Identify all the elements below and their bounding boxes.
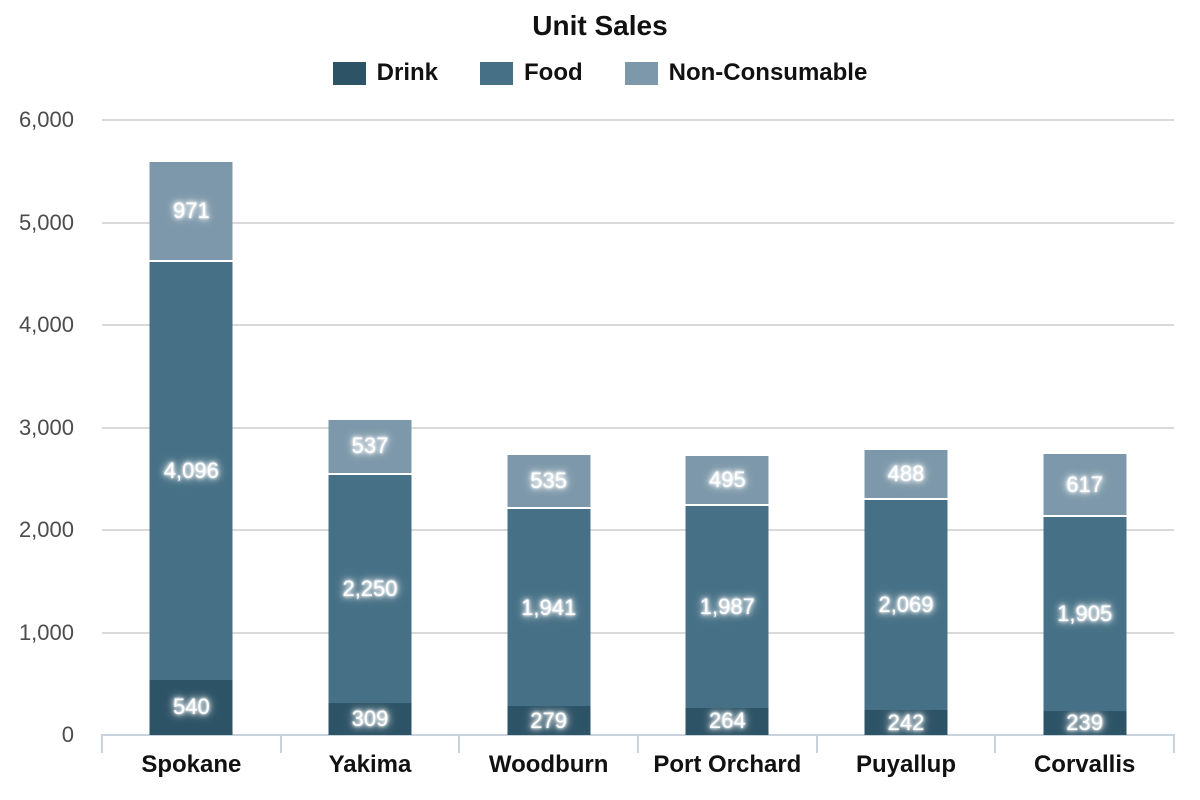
bar-segment-non-consumable: 617	[1043, 452, 1127, 516]
stacked-bar: 540 4,096 971	[149, 160, 233, 735]
stacked-bar: 239 1,905 617	[1043, 452, 1127, 735]
x-axis-category-label: Yakima	[328, 751, 412, 778]
bar-value-label: 495	[708, 466, 746, 492]
y-axis-labels: 0 1,000 2,000 3,000 4,000 5,000 6,000	[0, 109, 88, 746]
gridline	[102, 631, 1174, 634]
gridline	[102, 119, 1174, 121]
stacked-bar: 309 2,250 537	[328, 417, 412, 735]
gridline	[102, 221, 1174, 224]
bar-segment-food: 1,941	[507, 507, 591, 707]
bar-segment-non-consumable: 495	[685, 453, 769, 505]
legend-swatch-icon	[480, 61, 514, 85]
y-axis-tick-label: 2,000	[18, 517, 74, 542]
bar-value-label: 2,250	[342, 576, 398, 602]
x-axis-tick	[280, 734, 282, 753]
y-axis-tick-label: 6,000	[18, 107, 74, 132]
bar-value-label: 1,905	[1057, 600, 1113, 626]
bar-column-yakima: 309 2,250 537	[281, 120, 460, 735]
x-axis-tick	[101, 734, 103, 753]
bar-value-label: 971	[172, 198, 210, 224]
bar-segment-drink: 239	[1043, 709, 1127, 735]
bar-value-label: 239	[1066, 709, 1104, 735]
bar-segment-food: 4,096	[149, 259, 233, 680]
bar-segment-food: 2,250	[328, 472, 412, 704]
y-axis-tick-label: 1,000	[18, 619, 74, 645]
x-axis-tick	[994, 734, 996, 753]
legend: Drink Food Non-Consumable	[0, 59, 1200, 87]
bar-value-label: 279	[530, 707, 568, 733]
legend-item-food: Food	[480, 59, 583, 87]
chart-title: Unit Sales	[532, 10, 668, 41]
x-axis-tick	[637, 734, 639, 753]
bar-segment-drink: 242	[864, 709, 948, 735]
bar-segment-drink: 264	[685, 707, 769, 735]
stacked-bar: 279 1,941 535	[507, 452, 591, 735]
legend-label: Drink	[376, 59, 439, 86]
x-axis-category-label: Spokane	[141, 751, 242, 778]
bar-value-label: 4,096	[163, 457, 219, 483]
gridline	[102, 324, 1174, 326]
legend-swatch-icon	[624, 61, 658, 85]
y-axis-tick-label: 4,000	[18, 312, 74, 337]
bar-segment-food: 2,069	[864, 498, 948, 711]
bar-segment-food: 1,905	[1043, 515, 1127, 711]
bar-value-label: 264	[708, 708, 746, 734]
x-axis-category-label: Woodburn	[488, 751, 609, 778]
bar-segment-non-consumable: 488	[864, 448, 948, 499]
bar-segment-drink: 540	[149, 679, 233, 735]
legend-item-non-consumable: Non-Consumable	[624, 59, 868, 87]
y-axis-tick-label: 3,000	[18, 414, 74, 440]
gridline	[102, 426, 1174, 429]
stacked-bar: 242 2,069 488	[864, 448, 948, 735]
bar-value-label: 540	[172, 694, 210, 720]
x-axis-category-label: Puyallup	[855, 751, 956, 778]
y-axis-tick-label: 0	[61, 722, 74, 747]
bar-value-label: 309	[351, 706, 389, 732]
x-axis-category-label: Port Orchard	[653, 751, 802, 778]
bars-layer: 540 4,096 971 309 2,250 537 279 1,941 535 264 1,98…	[102, 120, 1174, 735]
stacked-bar: 264 1,987 495	[685, 453, 769, 735]
x-axis-category-label: Corvallis	[1033, 751, 1136, 778]
legend-label: Food	[524, 59, 583, 86]
bar-column-woodburn: 279 1,941 535	[459, 120, 638, 735]
bar-value-label: 242	[887, 709, 925, 735]
bar-segment-non-consumable: 535	[507, 452, 591, 508]
x-axis-tick	[1173, 734, 1175, 753]
y-axis-tick-label: 5,000	[18, 209, 74, 235]
bar-column-corvallis: 239 1,905 617	[995, 120, 1174, 735]
bar-column-spokane: 540 4,096 971	[102, 120, 281, 735]
bar-value-label: 488	[887, 461, 925, 487]
x-axis-tick	[458, 734, 460, 753]
bar-value-label: 617	[1066, 471, 1104, 497]
bar-value-label: 535	[530, 468, 568, 494]
bar-segment-drink: 309	[328, 703, 412, 735]
bar-column-port-orchard: 264 1,987 495	[638, 120, 817, 735]
bar-value-label: 2,069	[878, 592, 934, 618]
bar-segment-drink: 279	[507, 706, 591, 735]
bar-segment-food: 1,987	[685, 504, 769, 708]
bar-segment-non-consumable: 537	[328, 417, 412, 473]
gridline	[102, 529, 1174, 531]
bar-value-label: 1,987	[699, 594, 755, 620]
x-axis-category-labels: Spokane Yakima Woodburn Port Orchard Puyallu…	[102, 750, 1174, 784]
legend-swatch-icon	[332, 61, 366, 85]
bar-column-puyallup: 242 2,069 488	[817, 120, 996, 735]
legend-label: Non-Consumable	[668, 59, 868, 86]
plot-area	[102, 119, 1174, 735]
x-axis-tick	[816, 734, 818, 753]
bar-value-label: 1,941	[521, 594, 577, 620]
legend-item-drink: Drink	[332, 59, 439, 87]
bar-value-label: 537	[351, 433, 389, 459]
bar-segment-non-consumable: 971	[149, 160, 233, 260]
